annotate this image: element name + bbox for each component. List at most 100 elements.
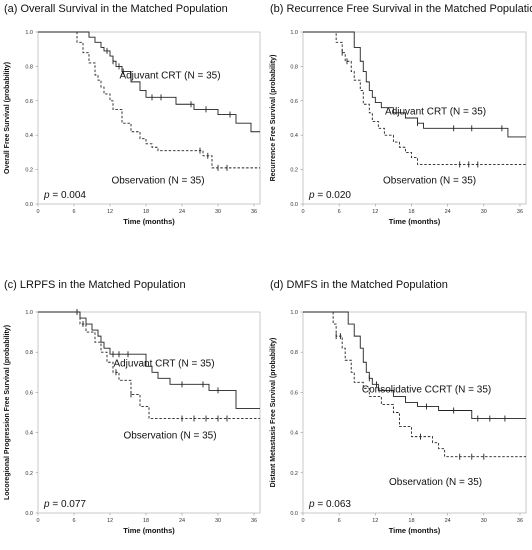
x-tick-label: 12 [372,518,378,524]
x-axis-label: Time (months) [389,526,441,535]
p-value-text: p = 0.004 [43,190,86,201]
y-tick-label: 0.8 [290,64,298,70]
y-tick-label: 0.6 [25,99,33,105]
y-tick-label: 0.0 [290,202,298,208]
chart-title: (a) Overall Survival in the Matched Popu… [4,3,228,15]
y-axis-label: Locoregional Progression Free Survival (… [4,325,11,500]
y-tick-label: 0.2 [290,168,298,174]
p-value-number: = 0.063 [315,499,352,510]
x-axis-label: Time (months) [123,526,175,535]
x-tick-label: 12 [372,209,378,215]
p-value-text: p = 0.020 [308,190,351,201]
chart-title: (b) Recurrence Free Survival in the Matc… [270,3,532,15]
y-tick-label: 0.6 [25,390,33,396]
y-tick-label: 1.0 [290,310,298,316]
chart-panel-2: (b) Recurrence Free Survival in the Matc… [270,3,532,226]
series-2-label: Observation (N = 35) [383,175,476,186]
plot-frame [37,311,261,514]
y-tick-label: 0.2 [25,168,33,174]
p-value-number: = 0.004 [50,190,87,201]
x-tick-label: 30 [481,209,487,215]
y-tick-label: 0.8 [25,64,33,70]
chart-title: (c) LRPFS in the Matched Population [4,279,186,291]
x-tick-label: 18 [408,209,414,215]
y-tick-label: 0.6 [290,390,298,396]
x-tick-label: 18 [143,209,149,215]
p-value-text: p = 0.077 [43,499,86,510]
y-tick-label: 0.2 [290,471,298,477]
series-1-label: Adjuvant CRT (N = 35) [113,358,214,369]
x-axis-label: Time (months) [389,217,441,226]
x-tick-label: 6 [338,209,341,215]
x-tick-label: 0 [301,209,304,215]
x-tick-label: 6 [72,518,75,524]
x-tick-label: 24 [445,518,451,524]
y-tick-label: 0.0 [290,511,298,517]
y-axis-label: Distant Metastasis Free Survival (probab… [270,338,277,488]
plot-frame [302,31,527,205]
chart-title: (d) DMFS in the Matched Population [270,279,448,291]
x-tick-label: 12 [107,518,113,524]
series-2-curve [303,311,526,458]
series-2-label: Observation (N = 35) [111,175,204,186]
chart-panel-1: (a) Overall Survival in the Matched Popu… [4,3,261,226]
x-tick-label: 36 [251,209,257,215]
p-value-symbol: p [43,190,50,201]
y-tick-label: 0.4 [25,133,33,139]
p-value-text: p = 0.063 [308,499,351,510]
x-tick-label: 36 [251,518,257,524]
series-2-curve [303,31,526,165]
y-tick-label: 0.4 [290,133,298,139]
x-tick-label: 30 [215,209,221,215]
y-tick-label: 0.0 [25,202,33,208]
x-tick-label: 0 [36,518,39,524]
series-1-label: Consolidative CCRT (N = 35) [362,384,491,395]
x-tick-label: 36 [517,209,523,215]
x-tick-label: 0 [36,209,39,215]
y-tick-label: 0.4 [25,431,33,437]
y-axis-label: Overall Free Survival (probability) [4,62,11,174]
chart-panel-4: (d) DMFS in the Matched Population 0 6 12 18… [270,279,527,535]
y-tick-label: 0.8 [290,350,298,356]
y-tick-label: 0.6 [290,99,298,105]
p-value-symbol: p [308,190,315,201]
x-tick-label: 18 [143,518,149,524]
x-tick-label: 18 [408,518,414,524]
x-tick-label: 30 [481,518,487,524]
x-tick-label: 6 [338,518,341,524]
y-axis-label: Recurrence Free Survival (probability) [270,55,277,182]
plot-frame [302,311,527,514]
x-axis-label: Time (months) [123,217,175,226]
plot-frame [37,31,261,205]
x-tick-label: 30 [215,518,221,524]
series-1-curve [303,31,526,138]
x-tick-label: 36 [517,518,523,524]
series-2-label: Observation (N = 35) [123,431,216,442]
series-2-curve [38,31,260,169]
p-value-symbol: p [308,499,315,510]
series-1-label: Adjuvant CRT (N = 35) [385,107,486,118]
series-2-curve [38,311,260,419]
x-tick-label: 6 [72,209,75,215]
x-tick-label: 24 [179,209,185,215]
y-tick-label: 0.4 [290,431,298,437]
chart-panel-3: (c) LRPFS in the Matched Population 0 6 12 1… [4,279,261,535]
p-value-number: = 0.077 [50,499,87,510]
y-tick-label: 1.0 [25,310,33,316]
y-tick-label: 0.0 [25,511,33,517]
x-tick-label: 24 [179,518,185,524]
y-tick-label: 1.0 [25,30,33,36]
x-tick-label: 12 [107,209,113,215]
p-value-symbol: p [43,499,50,510]
y-tick-label: 0.8 [25,350,33,356]
y-tick-label: 0.2 [25,471,33,477]
x-tick-label: 24 [445,209,451,215]
x-tick-label: 0 [301,518,304,524]
series-1-curve [38,311,260,409]
y-tick-label: 1.0 [290,30,298,36]
p-value-number: = 0.020 [315,190,352,201]
series-1-curve [38,31,260,133]
series-2-label: Observation (N = 35) [389,477,482,488]
series-1-label: Adjuvant CRT (N = 35) [119,70,220,81]
